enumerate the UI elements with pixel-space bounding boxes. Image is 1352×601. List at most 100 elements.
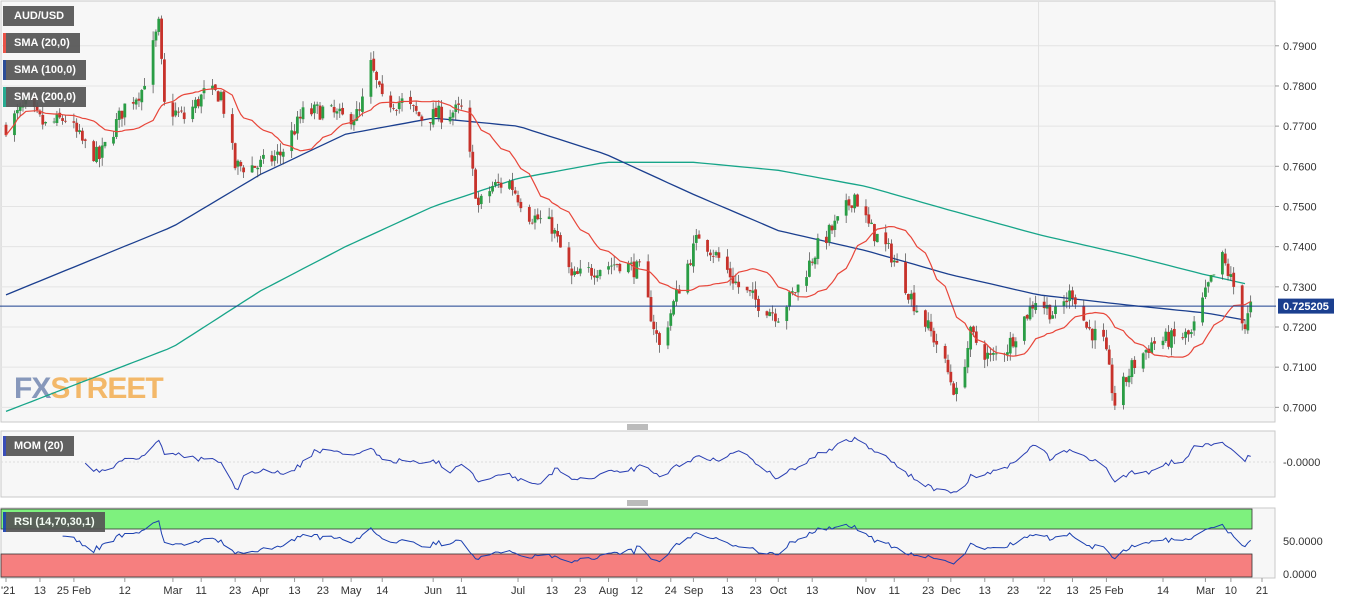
candle — [1212, 274, 1216, 276]
momentum-legend-label: MOM (20) — [14, 440, 64, 452]
candle — [895, 253, 899, 263]
candle — [431, 102, 435, 128]
candle — [80, 127, 84, 145]
candle — [78, 123, 81, 135]
candle — [890, 239, 893, 268]
candle — [666, 321, 670, 350]
time-tick-label: May — [341, 585, 362, 597]
candle — [44, 121, 48, 126]
price-axis: 0.7900 0.7800 0.7700 0.7600 0.7500 0.7400 0.73… — [1275, 41, 1317, 414]
candle — [1011, 333, 1015, 349]
time-tick-label: 23 — [750, 585, 762, 597]
candle — [731, 267, 735, 290]
candle — [103, 141, 107, 149]
price-tick-label: 0.7400 — [1283, 242, 1317, 254]
candle — [117, 107, 121, 128]
candle — [349, 112, 353, 130]
time-tick-label: 25 Feb — [57, 585, 91, 597]
candle — [270, 150, 274, 166]
sma100-path — [5, 117, 1246, 321]
sma200-legend[interactable]: SMA (200,0) — [3, 87, 86, 107]
candle — [830, 224, 834, 234]
candle — [493, 179, 497, 188]
candle — [1164, 328, 1168, 343]
candle — [298, 109, 302, 124]
candle — [1223, 248, 1227, 266]
time-tick-label: 13 — [1066, 585, 1078, 597]
candle — [677, 284, 681, 294]
candle — [669, 309, 673, 331]
pane-splitter-1[interactable] — [627, 424, 648, 430]
pane-splitter-2[interactable] — [627, 500, 648, 506]
candle — [194, 97, 197, 113]
candle — [372, 51, 376, 73]
symbol-tag[interactable]: AUD/USD — [3, 6, 75, 26]
candle — [137, 92, 141, 108]
candle — [1028, 297, 1032, 321]
candle — [519, 198, 523, 213]
sma20-legend[interactable]: SMA (20,0) — [3, 33, 80, 53]
candle — [536, 208, 540, 221]
price-tick-label: 0.7500 — [1283, 201, 1317, 213]
candle — [748, 289, 752, 297]
time-tick-label: 12 — [631, 585, 643, 597]
candle — [1150, 337, 1154, 354]
candle — [58, 108, 62, 119]
candle — [728, 261, 732, 286]
price-tick-label: 0.7800 — [1283, 81, 1317, 93]
sma100-legend[interactable]: SMA (100,0) — [3, 60, 86, 80]
candle — [242, 165, 246, 178]
candle — [1088, 319, 1091, 331]
last-price-label: 0.725205 — [1283, 301, 1329, 313]
candle — [341, 102, 345, 116]
time-tick-label: 13 — [288, 585, 300, 597]
candle — [219, 90, 223, 102]
candle — [1141, 352, 1145, 373]
candle — [559, 232, 562, 248]
candle — [460, 99, 463, 110]
candle — [567, 241, 571, 274]
candle — [986, 344, 990, 367]
candle — [1042, 296, 1046, 315]
time-tick-label: Dec — [941, 585, 961, 597]
candle — [850, 205, 854, 213]
candle — [785, 305, 789, 330]
time-tick-label: 23 — [922, 585, 934, 597]
candle — [295, 110, 299, 140]
candle — [788, 290, 791, 311]
candle — [949, 364, 953, 386]
time-tick-label: 23 — [574, 585, 586, 597]
candle — [570, 262, 574, 285]
candle — [884, 224, 888, 252]
candle — [672, 299, 676, 317]
momentum-legend[interactable]: MOM (20) — [3, 436, 74, 456]
candle — [199, 93, 203, 114]
candle — [955, 381, 958, 402]
candle — [1206, 281, 1210, 293]
candle — [533, 208, 537, 230]
candle — [692, 235, 695, 273]
candle — [457, 96, 461, 114]
candle — [991, 347, 995, 362]
candle — [250, 156, 254, 173]
time-tick-label: 12 — [119, 585, 131, 597]
candle — [675, 280, 678, 307]
candle — [1184, 328, 1188, 345]
candle — [310, 103, 313, 117]
candle — [638, 259, 642, 267]
candle — [112, 131, 115, 146]
candle — [870, 219, 874, 225]
candle — [496, 173, 500, 189]
candle — [805, 270, 808, 292]
candle — [745, 286, 749, 293]
candle — [1226, 258, 1230, 281]
sma100-line — [5, 117, 1246, 321]
time-axis: '21 13 25 Feb 12 Mar 11 23 Apr 13 23 May 14 Jun 11 Jul… — [1, 578, 1268, 597]
candle — [697, 230, 701, 239]
price-tick-label: 0.7700 — [1283, 121, 1317, 133]
rsi-legend[interactable]: RSI (14,70,30,1) — [3, 512, 105, 532]
candle — [123, 103, 127, 126]
momentum-panel — [0, 430, 1276, 498]
time-tick-label: Mar — [1196, 585, 1215, 597]
candle — [216, 90, 220, 102]
